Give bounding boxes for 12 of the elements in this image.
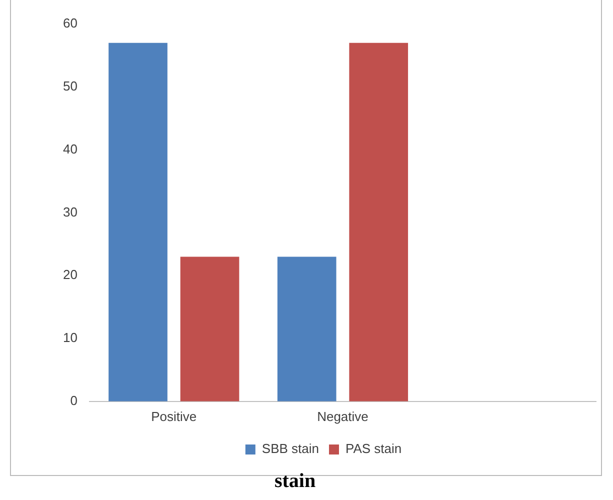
x-axis-title: stain: [273, 470, 317, 493]
y-tick-label: 0: [70, 392, 78, 408]
y-tick-label: 20: [62, 267, 78, 282]
y-tick-label: 40: [62, 141, 78, 156]
legend-label: PAS stain: [345, 441, 402, 456]
x-tick-label: Positive: [151, 408, 197, 424]
x-tick-label: Negative: [317, 408, 368, 424]
y-tick-label: 50: [62, 78, 78, 94]
legend-label: SBB stain: [262, 441, 319, 456]
y-tick-label: 60: [62, 16, 78, 31]
y-tick-label: 30: [62, 204, 78, 220]
y-tick-label: 10: [62, 330, 78, 346]
